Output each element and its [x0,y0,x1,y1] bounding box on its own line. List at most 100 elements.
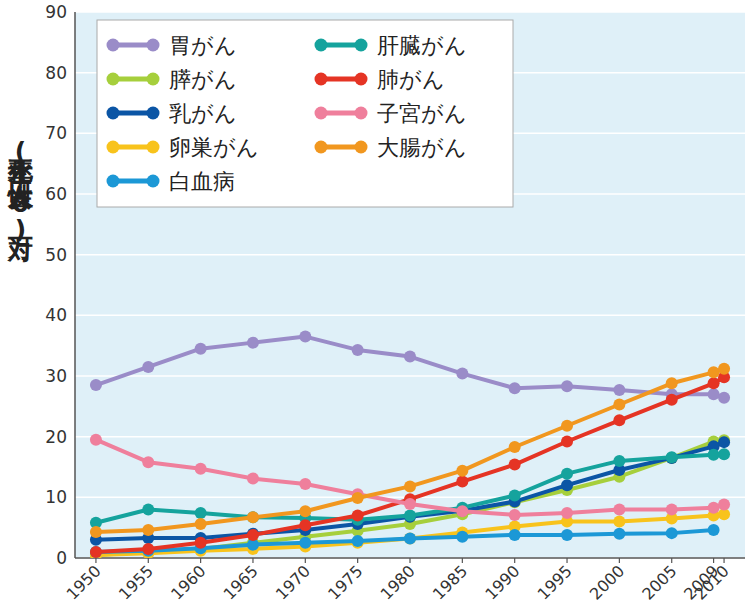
series-marker [90,546,102,558]
legend-swatch [107,73,120,86]
legend-swatch [315,107,328,120]
series-marker [666,452,678,464]
series-marker [708,388,720,400]
legend-label: 大腸がん [377,135,467,160]
series-marker [666,452,678,464]
legend-label: 子宮がん [377,101,467,126]
x-tick-label: 1980 [377,561,419,603]
legend-label: 膵がん [169,67,237,92]
series-marker [195,507,207,519]
series-marker [509,459,521,471]
series-marker [561,468,573,480]
series-marker [90,546,102,558]
series-marker [718,392,730,404]
x-tick-label: 1985 [429,561,471,603]
x-tick [409,558,410,563]
series-marker [666,377,678,389]
legend-swatch [147,107,160,120]
series-marker [509,382,521,394]
x-tick-label: 2005 [638,561,680,603]
series-marker [561,420,573,432]
series-line [96,440,724,515]
series-marker [708,377,720,389]
series-marker [195,518,207,530]
x-tick [200,558,201,563]
grid-line [75,375,745,377]
legend: 胃がん膵がん乳がん卵巣がん白血病肝臓がん肺がん子宮がん大腸がん [97,20,513,207]
series-line [96,369,724,532]
series-marker [561,436,573,448]
y-tick-label: 10 [45,487,67,507]
series-marker [142,543,154,555]
series-marker [718,436,730,448]
series-marker [666,527,678,539]
legend-swatch [355,73,368,86]
legend-swatch [147,141,160,154]
series-marker [613,516,625,528]
chart-svg: 0102030405060708090195019551960196519701… [0,0,750,614]
grid-line [75,254,745,256]
series-marker [708,449,720,461]
series-marker [666,503,678,515]
x-tick [252,558,253,563]
series-marker [561,479,573,491]
x-tick-label: 1970 [272,561,314,603]
series-marker [509,509,521,521]
legend-swatch [107,175,120,188]
series-marker [352,535,364,547]
y-tick-label: 90 [45,2,67,22]
x-tick [305,558,306,563]
series-marker [561,380,573,392]
series-marker [718,363,730,375]
series-marker [404,533,416,545]
legend-label: 胃がん [169,33,237,58]
grid-line [75,436,745,438]
series-marker [718,499,730,511]
x-tick [462,558,463,563]
series-marker [708,366,720,378]
series-marker [352,492,364,504]
series-marker [247,511,259,523]
legend-label: 肺がん [377,67,445,92]
series-marker [509,529,521,541]
legend-label: 乳がん [169,101,237,126]
x-tick [671,558,672,563]
y-tick-label: 60 [45,184,67,204]
chart-root: 0102030405060708090195019551960196519701… [0,0,750,614]
series-marker [90,379,102,391]
series-marker [247,337,259,349]
y-tick-label: 50 [45,245,67,265]
series-line [96,337,724,398]
legend-swatch [107,107,120,120]
series-marker [561,529,573,541]
legend-label: 肝臓がん [377,33,467,58]
x-tick [357,558,358,563]
series-marker [404,533,416,545]
series-marker [299,478,311,490]
x-tick-label: 1950 [63,561,105,603]
y-tick-label: 40 [45,305,67,325]
series-marker [561,507,573,519]
series-marker [666,394,678,406]
series-marker [352,344,364,356]
series-marker [142,456,154,468]
plot-marks [90,331,730,558]
series-marker [708,524,720,536]
y-tick-label: 30 [45,366,67,386]
x-tick [619,558,620,563]
series-line [96,454,724,523]
series-marker [718,448,730,460]
series-marker [456,531,468,543]
legend-label: 卵巣がん [169,135,259,160]
series-marker [142,524,154,536]
legend-swatch [147,39,160,52]
y-tick-label: 80 [45,63,67,83]
legend-swatch [315,39,328,52]
x-tick-label: 2000 [586,561,628,603]
series-marker [404,351,416,363]
y-tick-label: 0 [56,548,67,568]
series-marker [456,476,468,488]
series-marker [456,505,468,517]
x-tick [723,558,724,563]
x-tick [713,558,714,563]
